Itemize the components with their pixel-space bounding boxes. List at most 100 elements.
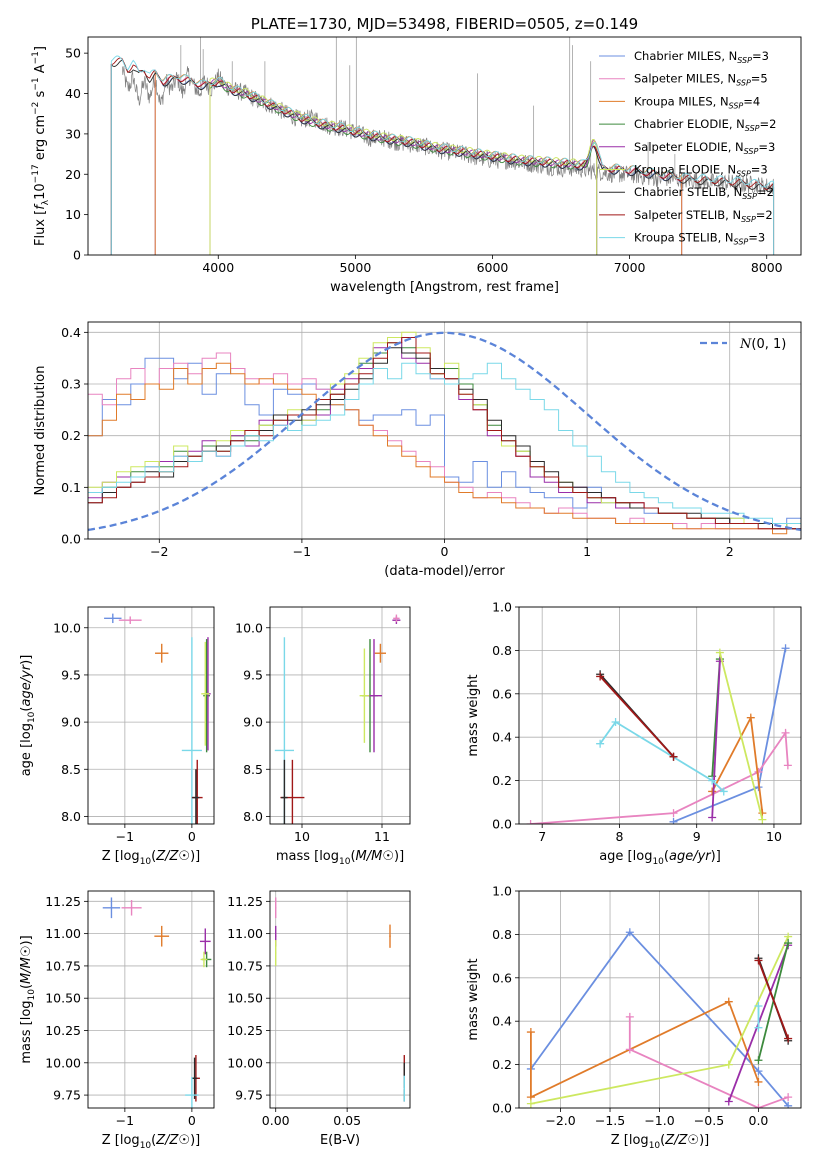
- x-tick-label: 0: [188, 829, 196, 844]
- weight-marker: [708, 813, 717, 822]
- model-spectrum: [209, 77, 598, 255]
- plot-area: [110, 37, 775, 255]
- weight-vs-Z-panel: −2.0 −1.5 −1.0 −0.5 0.0 0.0 0.2 0.4 0.6 0.8 1.0 Z […: [466, 884, 802, 1151]
- y-tick-label: 9.0: [61, 715, 81, 730]
- weight-marker: [625, 928, 634, 937]
- x-tick-label: −1.5: [595, 1113, 625, 1128]
- histogram: [88, 337, 801, 530]
- weight-marker: [784, 1101, 793, 1108]
- data-point: [200, 951, 208, 968]
- x-tick-label: −1: [116, 829, 134, 844]
- axes-frame: [87, 890, 215, 1109]
- y-tick-label: 10.25: [227, 1023, 263, 1038]
- axes-frame: [518, 606, 802, 825]
- data-point: [403, 1075, 405, 1102]
- weight-marker: [758, 815, 767, 824]
- data-point: [201, 641, 210, 746]
- weight-marker: [526, 1099, 535, 1108]
- weight-series: [669, 644, 790, 824]
- x-tick-label: 0: [188, 1113, 196, 1128]
- x-tick-label: 11: [374, 829, 390, 844]
- weight-series: [625, 1012, 793, 1108]
- model-spectrum: [110, 57, 775, 255]
- x-tick-label: 0.00: [262, 1113, 290, 1128]
- weight-line: [711, 661, 721, 818]
- axes-frame: [87, 321, 802, 540]
- histogram: [88, 362, 801, 524]
- weight-marker: [754, 1002, 763, 1011]
- weight-series: [708, 657, 724, 822]
- weight-line: [719, 652, 764, 820]
- legend-label: Chabrier ELODIE, NSSP=2: [634, 117, 776, 133]
- weight-line: [530, 730, 789, 824]
- weight-series: [526, 728, 792, 824]
- weight-series: [526, 932, 793, 1108]
- y-axis-label: Normed distribution: [33, 366, 48, 496]
- mass-vs-Z-panel: −1 0 9.75 10.00 10.25 10.50 10.75 11.00 11.25 Z […: [19, 890, 215, 1151]
- weight-marker: [754, 1056, 763, 1065]
- axes-frame: [87, 606, 215, 825]
- y-axis-label: mass [log10(M/M☉)]: [19, 935, 37, 1063]
- data-point: [275, 897, 277, 919]
- y-tick-label: 10: [65, 207, 81, 222]
- y-tick-label: 10.50: [45, 991, 81, 1006]
- y-axis-label: Flux [fλ10−17 erg cm−2 s−1 A−1]: [31, 46, 51, 246]
- legend-label: Kroupa MILES, NSSP=4: [634, 94, 760, 110]
- weight-marker: [784, 1093, 793, 1102]
- data-point: [102, 897, 121, 919]
- y-tick-label: 0.6: [492, 686, 512, 701]
- weight-marker: [724, 997, 733, 1006]
- y-tick-label: 20: [65, 167, 81, 182]
- x-tick-label: −1: [116, 1113, 134, 1128]
- weight-marker: [724, 1097, 733, 1106]
- weight-line: [673, 648, 787, 823]
- data-point: [359, 648, 370, 743]
- y-tick-label: 0.1: [61, 480, 81, 495]
- x-tick-label: 0: [441, 544, 449, 559]
- data-point: [393, 614, 400, 623]
- x-axis-label: Z [log10(Z/Z☉)]: [611, 1133, 709, 1151]
- weight-marker: [724, 1060, 733, 1069]
- age-vs-mass-panel: 10 11 8.0 8.5 9.0 9.5 10.0 mass [log10(M/M☉)]: [235, 606, 411, 867]
- legend-label: Chabrier MILES, NSSP=3: [634, 49, 769, 65]
- plot-area: [104, 613, 211, 824]
- weight-series: [754, 956, 793, 1043]
- weight-series: [715, 648, 767, 824]
- model-spectrum: [110, 59, 775, 255]
- weight-marker: [669, 809, 678, 818]
- y-tick-label: 10.50: [227, 991, 263, 1006]
- x-tick-label: 8: [615, 829, 623, 844]
- y-tick-label: 9.75: [53, 1088, 81, 1103]
- x-axis-label: age [log10(age/yr)]: [599, 849, 721, 867]
- weight-marker: [526, 820, 535, 824]
- y-tick-label: 0.0: [61, 532, 81, 547]
- x-tick-label: 7000: [614, 260, 646, 275]
- model-spectrum: [154, 71, 683, 255]
- weight-vs-age-panel: 7 8 9 10 0.0 0.2 0.4 0.6 0.8 1.0 age [log10(age/yr…: [466, 600, 802, 867]
- mass-vs-ebv-panel: 0.00 0.05 9.75 10.00 10.25 10.50 10.75 11.00 11.…: [227, 890, 411, 1148]
- legend-label: N(0, 1): [739, 337, 786, 352]
- y-tick-label: 10.0: [53, 620, 81, 635]
- y-tick-label: 8.5: [61, 762, 81, 777]
- weight-marker: [781, 644, 790, 653]
- data-point: [275, 940, 277, 966]
- y-tick-label: 10.0: [235, 620, 263, 635]
- y-tick-label: 0.6: [492, 970, 512, 985]
- weight-marker: [611, 718, 620, 727]
- y-axis-label: mass weight: [466, 958, 481, 1040]
- weight-marker: [715, 648, 724, 657]
- y-tick-label: 50: [65, 46, 81, 61]
- weight-marker: [669, 752, 678, 761]
- y-tick-label: 11.25: [227, 894, 263, 909]
- y-tick-label: 0.8: [492, 927, 512, 942]
- weight-series: [596, 718, 728, 796]
- x-tick-label: −2.0: [545, 1113, 575, 1128]
- x-tick-label: 8000: [751, 260, 783, 275]
- data-point: [199, 928, 211, 955]
- x-tick-label: −1: [293, 544, 311, 559]
- model-spectrum: [110, 55, 775, 255]
- weight-line: [530, 1000, 760, 1099]
- y-tick-label: 0.3: [61, 377, 81, 392]
- weight-marker: [754, 956, 763, 965]
